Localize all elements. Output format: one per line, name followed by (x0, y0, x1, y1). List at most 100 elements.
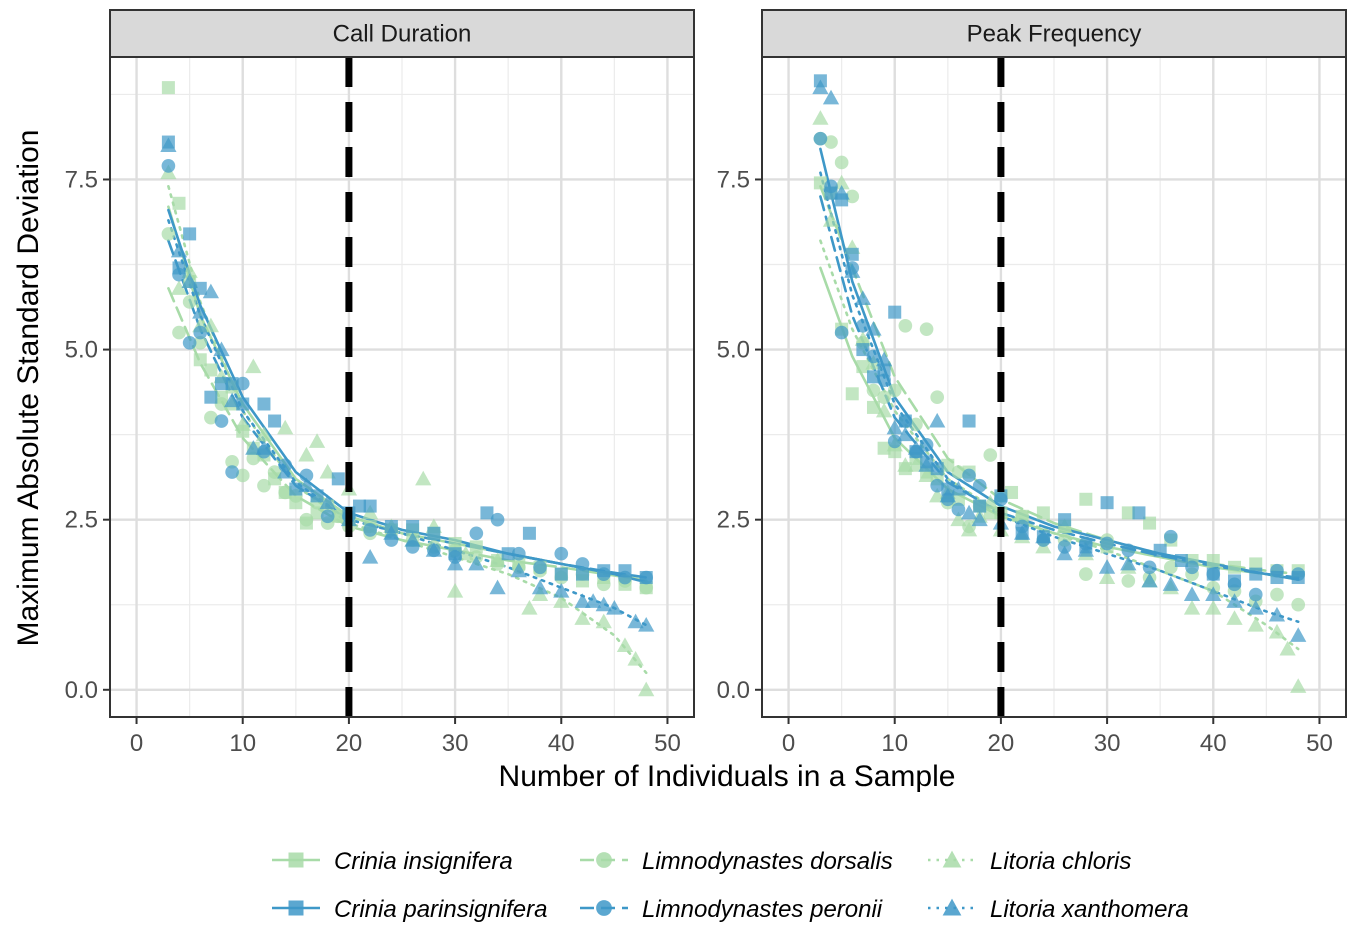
point-square (1174, 554, 1188, 568)
point-circle (554, 546, 569, 561)
point-square (1206, 554, 1220, 568)
point-circle (1248, 587, 1263, 602)
legend-label: Limnodynastes peronii (642, 896, 883, 923)
x-tick-label: 0 (782, 730, 795, 757)
legend-item: Limnodynastes dorsalis (580, 848, 893, 875)
point-circle (596, 567, 611, 581)
point-square (225, 377, 239, 391)
x-tick-label: 40 (548, 730, 575, 757)
point-circle (639, 570, 654, 585)
point-square (288, 852, 304, 868)
point-triangle (907, 457, 925, 472)
point-circle (161, 227, 176, 241)
point-circle (257, 478, 271, 493)
point-square (951, 492, 965, 506)
legend-item: Limnodynastes peronii (580, 896, 883, 923)
point-triangle (638, 617, 655, 632)
point-square (193, 353, 207, 367)
point-circle (172, 267, 186, 282)
point-square (501, 547, 515, 561)
point-circle (824, 135, 838, 149)
y-tick-label: 5.0 (65, 337, 98, 364)
point-triangle (234, 416, 251, 431)
point-triangle (489, 579, 506, 595)
point-triangle (319, 463, 336, 479)
point-square (469, 540, 483, 554)
point-triangle (1098, 559, 1116, 574)
fit-line (167, 185, 648, 675)
point-square (576, 567, 590, 581)
point-circle (1163, 560, 1178, 575)
point-triangle (638, 681, 655, 697)
x-tick-label: 0 (130, 730, 143, 757)
y-tick-label: 2.5 (717, 507, 750, 534)
x-tick-label: 40 (1200, 730, 1227, 757)
point-square (236, 397, 250, 411)
point-circle (320, 509, 335, 524)
point-triangle (468, 555, 485, 571)
grid-lines (762, 57, 1346, 717)
y-axis-label: Maximum Absolute Standard Deviation (12, 130, 45, 647)
point-triangle (362, 548, 379, 564)
point-circle (214, 414, 229, 428)
point-triangle (595, 613, 612, 629)
legend-key (928, 850, 976, 868)
point-triangle (383, 525, 400, 540)
point-square (983, 506, 997, 520)
point-square (813, 176, 827, 190)
point-triangle (1205, 586, 1222, 602)
point-circle (1185, 560, 1199, 575)
point-circle (951, 502, 966, 517)
y-tick-label: 7.5 (717, 166, 750, 193)
point-circle (1291, 597, 1306, 612)
point-circle (1163, 529, 1178, 544)
x-tick-label: 10 (881, 730, 908, 757)
x-tick-label: 50 (1306, 730, 1333, 757)
point-triangle (875, 402, 893, 418)
point-triangle (553, 582, 570, 598)
point-triangle (192, 304, 209, 319)
point-circle (618, 570, 632, 585)
point-triangle (907, 440, 925, 455)
point-triangle (854, 290, 871, 306)
point-circle (877, 390, 891, 405)
point-triangle (574, 593, 591, 608)
x-axis-label: Number of Individuals in a Sample (499, 760, 956, 793)
point-circle (1121, 574, 1136, 588)
point-circle (533, 560, 547, 575)
x-tick-label: 20 (336, 730, 363, 757)
point-circle (596, 900, 612, 916)
point-triangle (510, 562, 527, 578)
point-triangle (170, 242, 188, 258)
x-axis-ticks: 0 10 20 30 40 50 (782, 717, 1333, 757)
point-circle (898, 318, 913, 333)
point-triangle (223, 392, 241, 408)
point-circle (1227, 577, 1242, 592)
y-tick-label: 7.5 (65, 166, 98, 193)
point-square (856, 343, 870, 357)
point-square (888, 305, 902, 319)
point-circle (182, 335, 197, 350)
point-square (172, 196, 186, 210)
point-triangle (982, 494, 999, 510)
point-circle (930, 390, 945, 405)
point-triangle (875, 351, 893, 367)
point-square (554, 567, 568, 581)
point-square (193, 281, 207, 295)
point-triangle (1268, 606, 1286, 622)
point-circle (511, 546, 526, 561)
point-triangle (404, 531, 421, 547)
legend-label: Crinia parinsignifera (334, 896, 547, 923)
point-triangle (245, 440, 262, 455)
point-triangle (202, 317, 219, 333)
point-circle (930, 478, 945, 493)
point-square (866, 370, 880, 384)
point-square (1132, 506, 1146, 520)
point-square (310, 506, 324, 520)
point-triangle (1226, 593, 1243, 608)
x-tick-label: 30 (442, 730, 469, 757)
point-triangle (844, 263, 861, 278)
point-triangle (425, 542, 442, 557)
point-triangle (950, 511, 967, 527)
point-triangle (833, 184, 850, 200)
